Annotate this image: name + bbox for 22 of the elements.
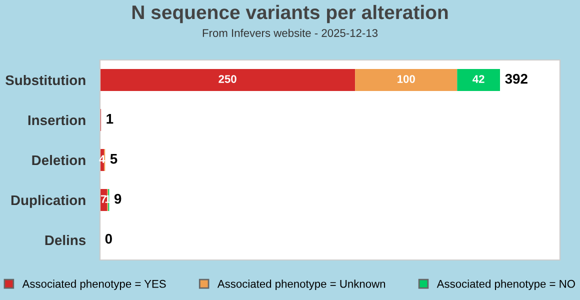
y-tick-label: Duplication: [11, 194, 86, 208]
data-label: 100: [398, 75, 415, 83]
legend-label: Associated phenotype = NO: [436, 280, 575, 290]
data-label: 7: [100, 195, 106, 203]
total-label: 0: [105, 234, 112, 244]
data-label: 250: [218, 75, 236, 83]
chart-subtitle: From Infevers website - 2025-12-13: [202, 28, 378, 37]
total-label: 9: [114, 194, 122, 204]
chart-title: N sequence variants per alteration: [132, 4, 448, 24]
bar: [355, 69, 458, 91]
bar: [457, 69, 500, 91]
total-label: 392: [505, 74, 528, 84]
legend-label: Associated phenotype = Unknown: [217, 280, 386, 290]
data-label: 42: [472, 75, 484, 83]
legend-label: Associated phenotype = YES: [22, 280, 166, 290]
y-tick-label: Deletion: [32, 154, 86, 166]
total-label: 1: [106, 114, 114, 124]
y-tick-label: Delins: [45, 234, 86, 246]
total-label: 5: [110, 154, 118, 164]
y-tick-label: Insertion: [28, 114, 86, 126]
bar: [100, 69, 356, 91]
y-tick-label: Substitution: [6, 74, 86, 86]
